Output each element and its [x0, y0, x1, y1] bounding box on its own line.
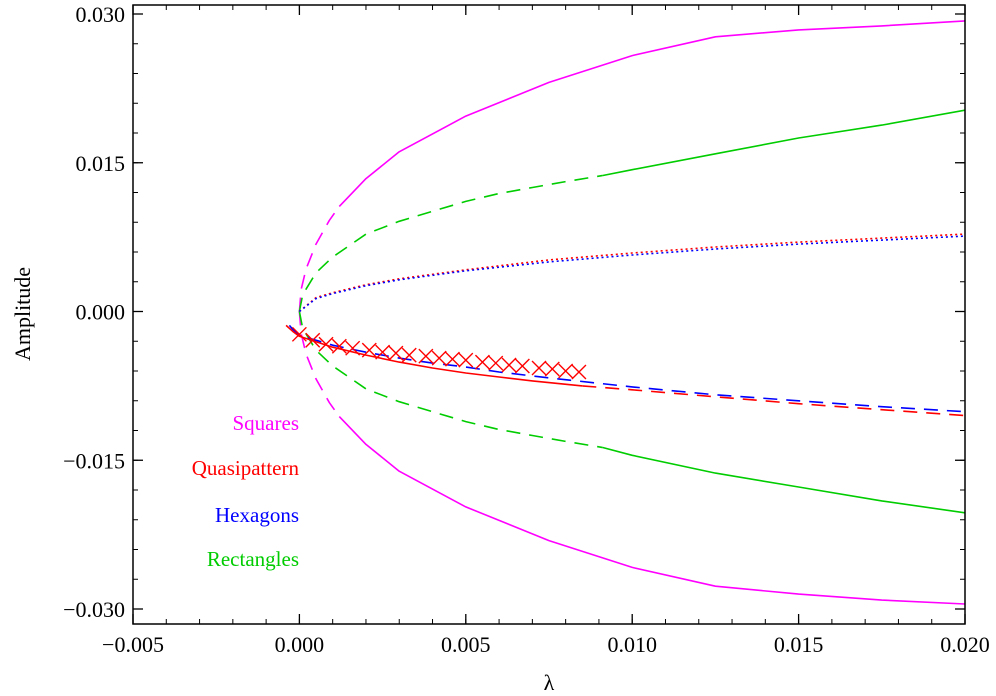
- quasipattern-x-marker: [418, 348, 434, 364]
- marker-stroke: [305, 332, 321, 348]
- quasipattern-x-marker: [444, 351, 460, 367]
- legend-label-hexagons: Hexagons: [215, 503, 299, 527]
- quasipattern-x-marker: [501, 357, 517, 373]
- x-tick-label: 0.010: [607, 632, 657, 657]
- marker-stroke: [291, 326, 307, 342]
- quasipattern-x-marker: [474, 354, 490, 370]
- x-tick-label: −0.005: [102, 632, 164, 657]
- quasipattern-x-marker: [458, 352, 474, 368]
- marker-stroke: [361, 342, 377, 358]
- marker-stroke: [388, 345, 404, 361]
- quasipattern-x-marker: [345, 340, 361, 356]
- quasipattern-x-marker: [514, 358, 530, 374]
- marker-stroke: [331, 338, 347, 354]
- y-tick-label: 0.000: [76, 300, 126, 325]
- quasipattern-x-marker: [318, 336, 334, 352]
- marker-stroke: [318, 336, 334, 352]
- marker-stroke: [345, 340, 361, 356]
- x-tick-label: 0.015: [774, 632, 824, 657]
- quasipattern-x-marker: [331, 338, 347, 354]
- marker-layer: [291, 326, 587, 380]
- tick-layer: −0.005 0.000 0.005 0.010 0.015 0.020 −0.030 −0.…: [63, 2, 990, 657]
- rectangles-upper-solid-line: [602, 109, 965, 177]
- rectangles-lower-solid-line: [601, 446, 965, 514]
- x-axis-title: λ: [544, 670, 555, 695]
- legend-label-squares: Squares: [233, 411, 300, 435]
- legend: Squares Quasipattern Hexagons Rectangles: [192, 411, 300, 571]
- quasipattern-x-marker: [305, 332, 321, 348]
- marker-stroke: [488, 355, 504, 371]
- marker-stroke: [375, 344, 391, 360]
- marker-stroke: [418, 348, 434, 364]
- marker-stroke: [514, 358, 530, 374]
- marker-stroke: [458, 352, 474, 368]
- legend-label-rectangles: Rectangles: [207, 547, 299, 571]
- quasipattern-x-marker: [531, 360, 547, 376]
- legend-label-quasipattern: Quasipattern: [192, 456, 300, 480]
- quasipattern-x-marker: [291, 326, 307, 342]
- quasipattern-x-marker: [375, 344, 391, 360]
- quasipattern-x-marker: [571, 364, 587, 380]
- plot-frame: [132, 4, 966, 625]
- x-tick-label: 0.020: [940, 632, 990, 657]
- quasipattern-x-marker: [558, 363, 574, 379]
- quasipattern-x-marker: [544, 361, 560, 377]
- marker-stroke: [531, 360, 547, 376]
- squares-lower-dashed-line: [298, 311, 340, 418]
- quasipattern-lower-solid-line: [285, 324, 583, 387]
- quasipattern-x-marker: [431, 350, 447, 366]
- x-tick-label: 0.000: [275, 632, 325, 657]
- squares-upper-solid-line: [338, 20, 965, 207]
- y-tick-label: 0.030: [76, 2, 126, 27]
- hexagons-dotted-upper-dotted-line: [298, 235, 965, 313]
- quasipattern-x-marker: [361, 342, 377, 358]
- marker-stroke: [558, 363, 574, 379]
- marker-stroke: [501, 357, 517, 373]
- rectangles-upper-dashed-line: [298, 174, 603, 312]
- marker-stroke: [474, 354, 490, 370]
- quasipattern-x-marker: [401, 347, 417, 363]
- series-layer: [285, 20, 965, 605]
- squares-lower-solid-line: [338, 416, 965, 605]
- marker-stroke: [571, 364, 587, 380]
- quasipattern-dotted-upper-dotted-line: [298, 233, 965, 313]
- marker-stroke: [401, 347, 417, 363]
- marker-stroke: [431, 350, 447, 366]
- marker-stroke: [544, 361, 560, 377]
- y-tick-label: −0.015: [63, 448, 125, 473]
- quasipattern-x-marker: [388, 345, 404, 361]
- marker-stroke: [444, 351, 460, 367]
- squares-upper-dashed-line: [298, 205, 340, 312]
- quasipattern-x-marker: [488, 355, 504, 371]
- rectangles-lower-dashed-line: [298, 311, 603, 449]
- y-axis-title: Amplitude: [10, 267, 35, 361]
- y-tick-label: 0.015: [76, 151, 126, 176]
- y-tick-label: −0.030: [63, 597, 125, 622]
- x-tick-label: 0.005: [441, 632, 491, 657]
